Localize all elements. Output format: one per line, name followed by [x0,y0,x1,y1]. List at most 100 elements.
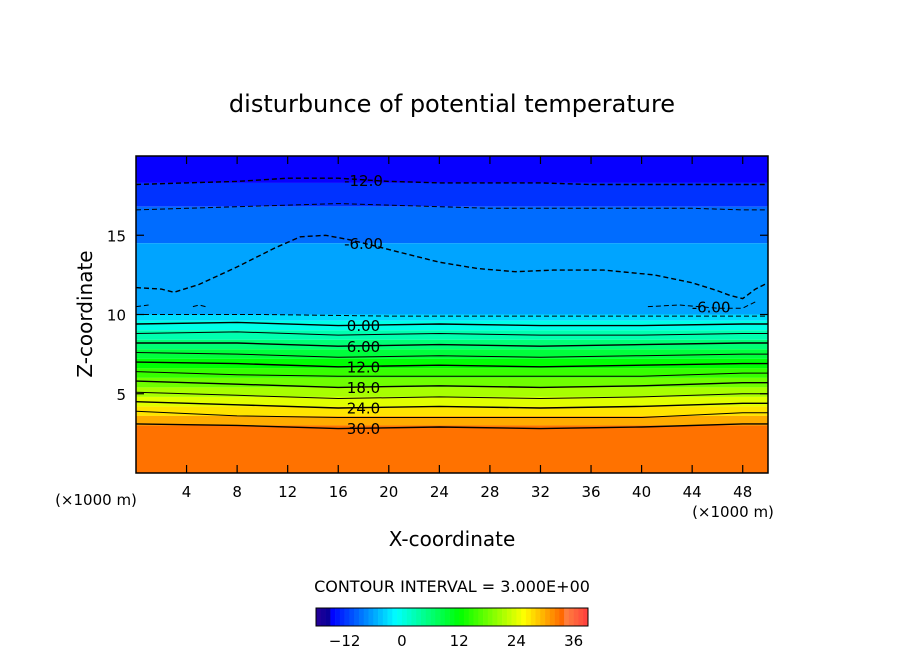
contour-line [136,361,768,368]
colorbar-cell [540,608,546,626]
colorbar-cell [449,608,455,626]
contour-band [136,387,768,397]
contour-band [136,368,768,378]
x-tick-label: 44 [683,483,702,501]
contour-label: 30.0 [347,420,380,438]
colorbar-cell [487,608,493,626]
colorbar-tick-label: −12 [329,632,361,650]
contour-line [136,321,768,327]
colorbar-cell [406,608,412,626]
y-tick-label: 15 [107,227,126,245]
y-tick-label: 5 [116,386,126,404]
y-tick-label: 10 [107,307,126,325]
colorbar-cell [483,608,489,626]
x-tick-label: 40 [632,483,651,501]
colorbar-tick-label: 24 [507,632,526,650]
x-axis-unit: (×1000 m) [692,503,774,521]
contour-line [136,304,149,308]
x-axis-label: X-coordinate [389,527,516,551]
colorbar-cell [339,608,345,626]
contour-band [136,206,768,244]
x-tick-label: 24 [430,483,449,501]
colorbar-cell [397,608,403,626]
contour-labels: -12.0 -6.00 0.00 6.00 12.0 18.0 24.0 30.0 -6.00 [344,172,730,438]
colorbar-cell [320,608,326,626]
colorbar-cell [435,608,441,626]
colorbar-cell [349,608,355,626]
contour-band [136,320,768,331]
colorbar-cell [335,608,341,626]
contour-interval-label: CONTOUR INTERVAL = 3.000E+00 [314,577,590,596]
contour-line [136,423,768,430]
contour-band [136,243,768,315]
filled-contour-bands [136,156,768,473]
contour-band [136,415,768,426]
contour-band [136,377,768,388]
x-tick-label: 48 [733,483,752,501]
colorbar-tick-label: 0 [397,632,407,650]
y-axis-label: Z-coordinate [73,250,97,377]
colorbar-cell [378,608,384,626]
colorbar-cell [492,608,498,626]
contour-band [136,396,768,407]
contour-label: 12.0 [347,358,380,376]
colorbar-cell [358,608,365,626]
colorbar-cell [440,608,446,626]
contour-label: 0.00 [347,317,380,335]
y-axis-ticks: 5 10 15 [107,227,768,404]
contour-band [136,314,768,321]
contour-line [136,391,768,400]
contour-line [647,301,756,309]
contour-label: -6.00 [344,235,383,253]
contour-line [136,401,768,409]
colorbar-cell [554,608,560,626]
colorbar-cell [549,608,555,626]
contour-label: -6.00 [692,299,731,317]
x-tick-label: 8 [232,483,242,501]
colorbar-cell [325,608,331,626]
contour-band [136,182,768,207]
contour-line [136,352,768,358]
x-tick-label: 28 [480,483,499,501]
colorbar-cell [559,608,565,626]
contour-line [136,314,768,317]
colorbar-cell [497,608,503,626]
colorbar-cell [511,608,517,626]
colorbar-cell [473,608,479,626]
colorbar-cell [459,608,465,626]
colorbar-cell [420,608,427,626]
colorbar-cell [344,608,350,626]
x-axis-ticks: 4 8 12 16 20 24 28 32 36 40 44 48 [182,156,752,501]
x-tick-label: 12 [278,483,297,501]
x-tick-label: 4 [182,483,192,501]
colorbar-cell [525,608,532,626]
contour-line [136,371,768,377]
colorbar-cell [521,608,527,626]
colorbar-cell [535,608,541,626]
colorbar-cell [425,608,431,626]
contour-label: 18.0 [347,379,380,397]
colorbar-cell [564,608,570,626]
contour-line [136,177,768,186]
y-axis-unit: (×1000 m) [55,491,137,509]
contour-line [136,331,768,336]
colorbar-cell [363,608,369,626]
colorbar-cell [530,608,536,626]
contour-line [136,203,768,211]
colorbar-tick-label: 36 [564,632,583,650]
colorbar-tick-label: 12 [450,632,469,650]
colorbar-cell [354,608,360,626]
colorbar-cell [545,608,551,626]
colorbar-cell [468,608,474,626]
colorbar-ticks: −12 0 12 24 36 [329,632,583,650]
contour-line [136,234,768,300]
contour-band [136,156,768,183]
x-tick-label: 20 [379,483,398,501]
colorbar-cell [368,608,374,626]
contour-label: 24.0 [347,400,380,418]
colorbar-cell [373,608,379,626]
colorbar-cell [411,608,417,626]
colorbar-frame [315,607,589,627]
contour-band [136,406,768,416]
